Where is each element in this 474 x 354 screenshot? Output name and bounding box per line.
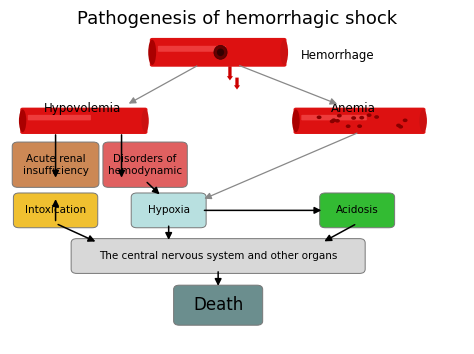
Circle shape bbox=[398, 125, 403, 129]
FancyBboxPatch shape bbox=[319, 193, 395, 228]
Text: Acute renal
insufficiency: Acute renal insufficiency bbox=[23, 154, 89, 176]
Text: Hypoxia: Hypoxia bbox=[148, 205, 190, 215]
Ellipse shape bbox=[280, 40, 288, 65]
FancyBboxPatch shape bbox=[28, 115, 91, 120]
Text: Disorders of
hemodynamic: Disorders of hemodynamic bbox=[108, 154, 182, 176]
Circle shape bbox=[331, 118, 336, 122]
FancyBboxPatch shape bbox=[173, 285, 263, 325]
Ellipse shape bbox=[419, 109, 427, 132]
Text: Intoxication: Intoxication bbox=[25, 205, 86, 215]
FancyBboxPatch shape bbox=[71, 239, 365, 273]
FancyArrow shape bbox=[227, 66, 233, 80]
Circle shape bbox=[351, 116, 356, 120]
FancyBboxPatch shape bbox=[301, 115, 367, 120]
FancyBboxPatch shape bbox=[293, 108, 426, 134]
Circle shape bbox=[396, 124, 401, 127]
Circle shape bbox=[337, 114, 342, 118]
Ellipse shape bbox=[217, 48, 224, 56]
Text: Pathogenesis of hemorrhagic shock: Pathogenesis of hemorrhagic shock bbox=[77, 10, 397, 28]
Text: The central nervous system and other organs: The central nervous system and other org… bbox=[99, 251, 337, 261]
Circle shape bbox=[403, 119, 408, 122]
Text: Hemorrhage: Hemorrhage bbox=[301, 49, 374, 62]
FancyBboxPatch shape bbox=[158, 46, 226, 52]
FancyArrow shape bbox=[234, 78, 240, 90]
Circle shape bbox=[317, 115, 321, 119]
Ellipse shape bbox=[141, 109, 149, 132]
Circle shape bbox=[330, 120, 335, 123]
Circle shape bbox=[346, 124, 351, 128]
Ellipse shape bbox=[148, 40, 156, 65]
Circle shape bbox=[359, 116, 364, 120]
Circle shape bbox=[335, 119, 340, 122]
Circle shape bbox=[374, 115, 379, 119]
Circle shape bbox=[357, 124, 362, 128]
FancyBboxPatch shape bbox=[131, 193, 206, 228]
Ellipse shape bbox=[19, 109, 26, 132]
Text: Death: Death bbox=[193, 296, 243, 314]
Text: Hypovolemia: Hypovolemia bbox=[44, 102, 121, 115]
FancyBboxPatch shape bbox=[150, 38, 286, 67]
FancyBboxPatch shape bbox=[103, 142, 187, 187]
FancyBboxPatch shape bbox=[12, 142, 99, 187]
Circle shape bbox=[367, 113, 372, 117]
FancyBboxPatch shape bbox=[20, 108, 147, 134]
Ellipse shape bbox=[292, 109, 300, 132]
Ellipse shape bbox=[214, 45, 227, 59]
Text: Acidosis: Acidosis bbox=[336, 205, 379, 215]
FancyBboxPatch shape bbox=[13, 193, 98, 228]
Text: Anemia: Anemia bbox=[331, 102, 376, 115]
